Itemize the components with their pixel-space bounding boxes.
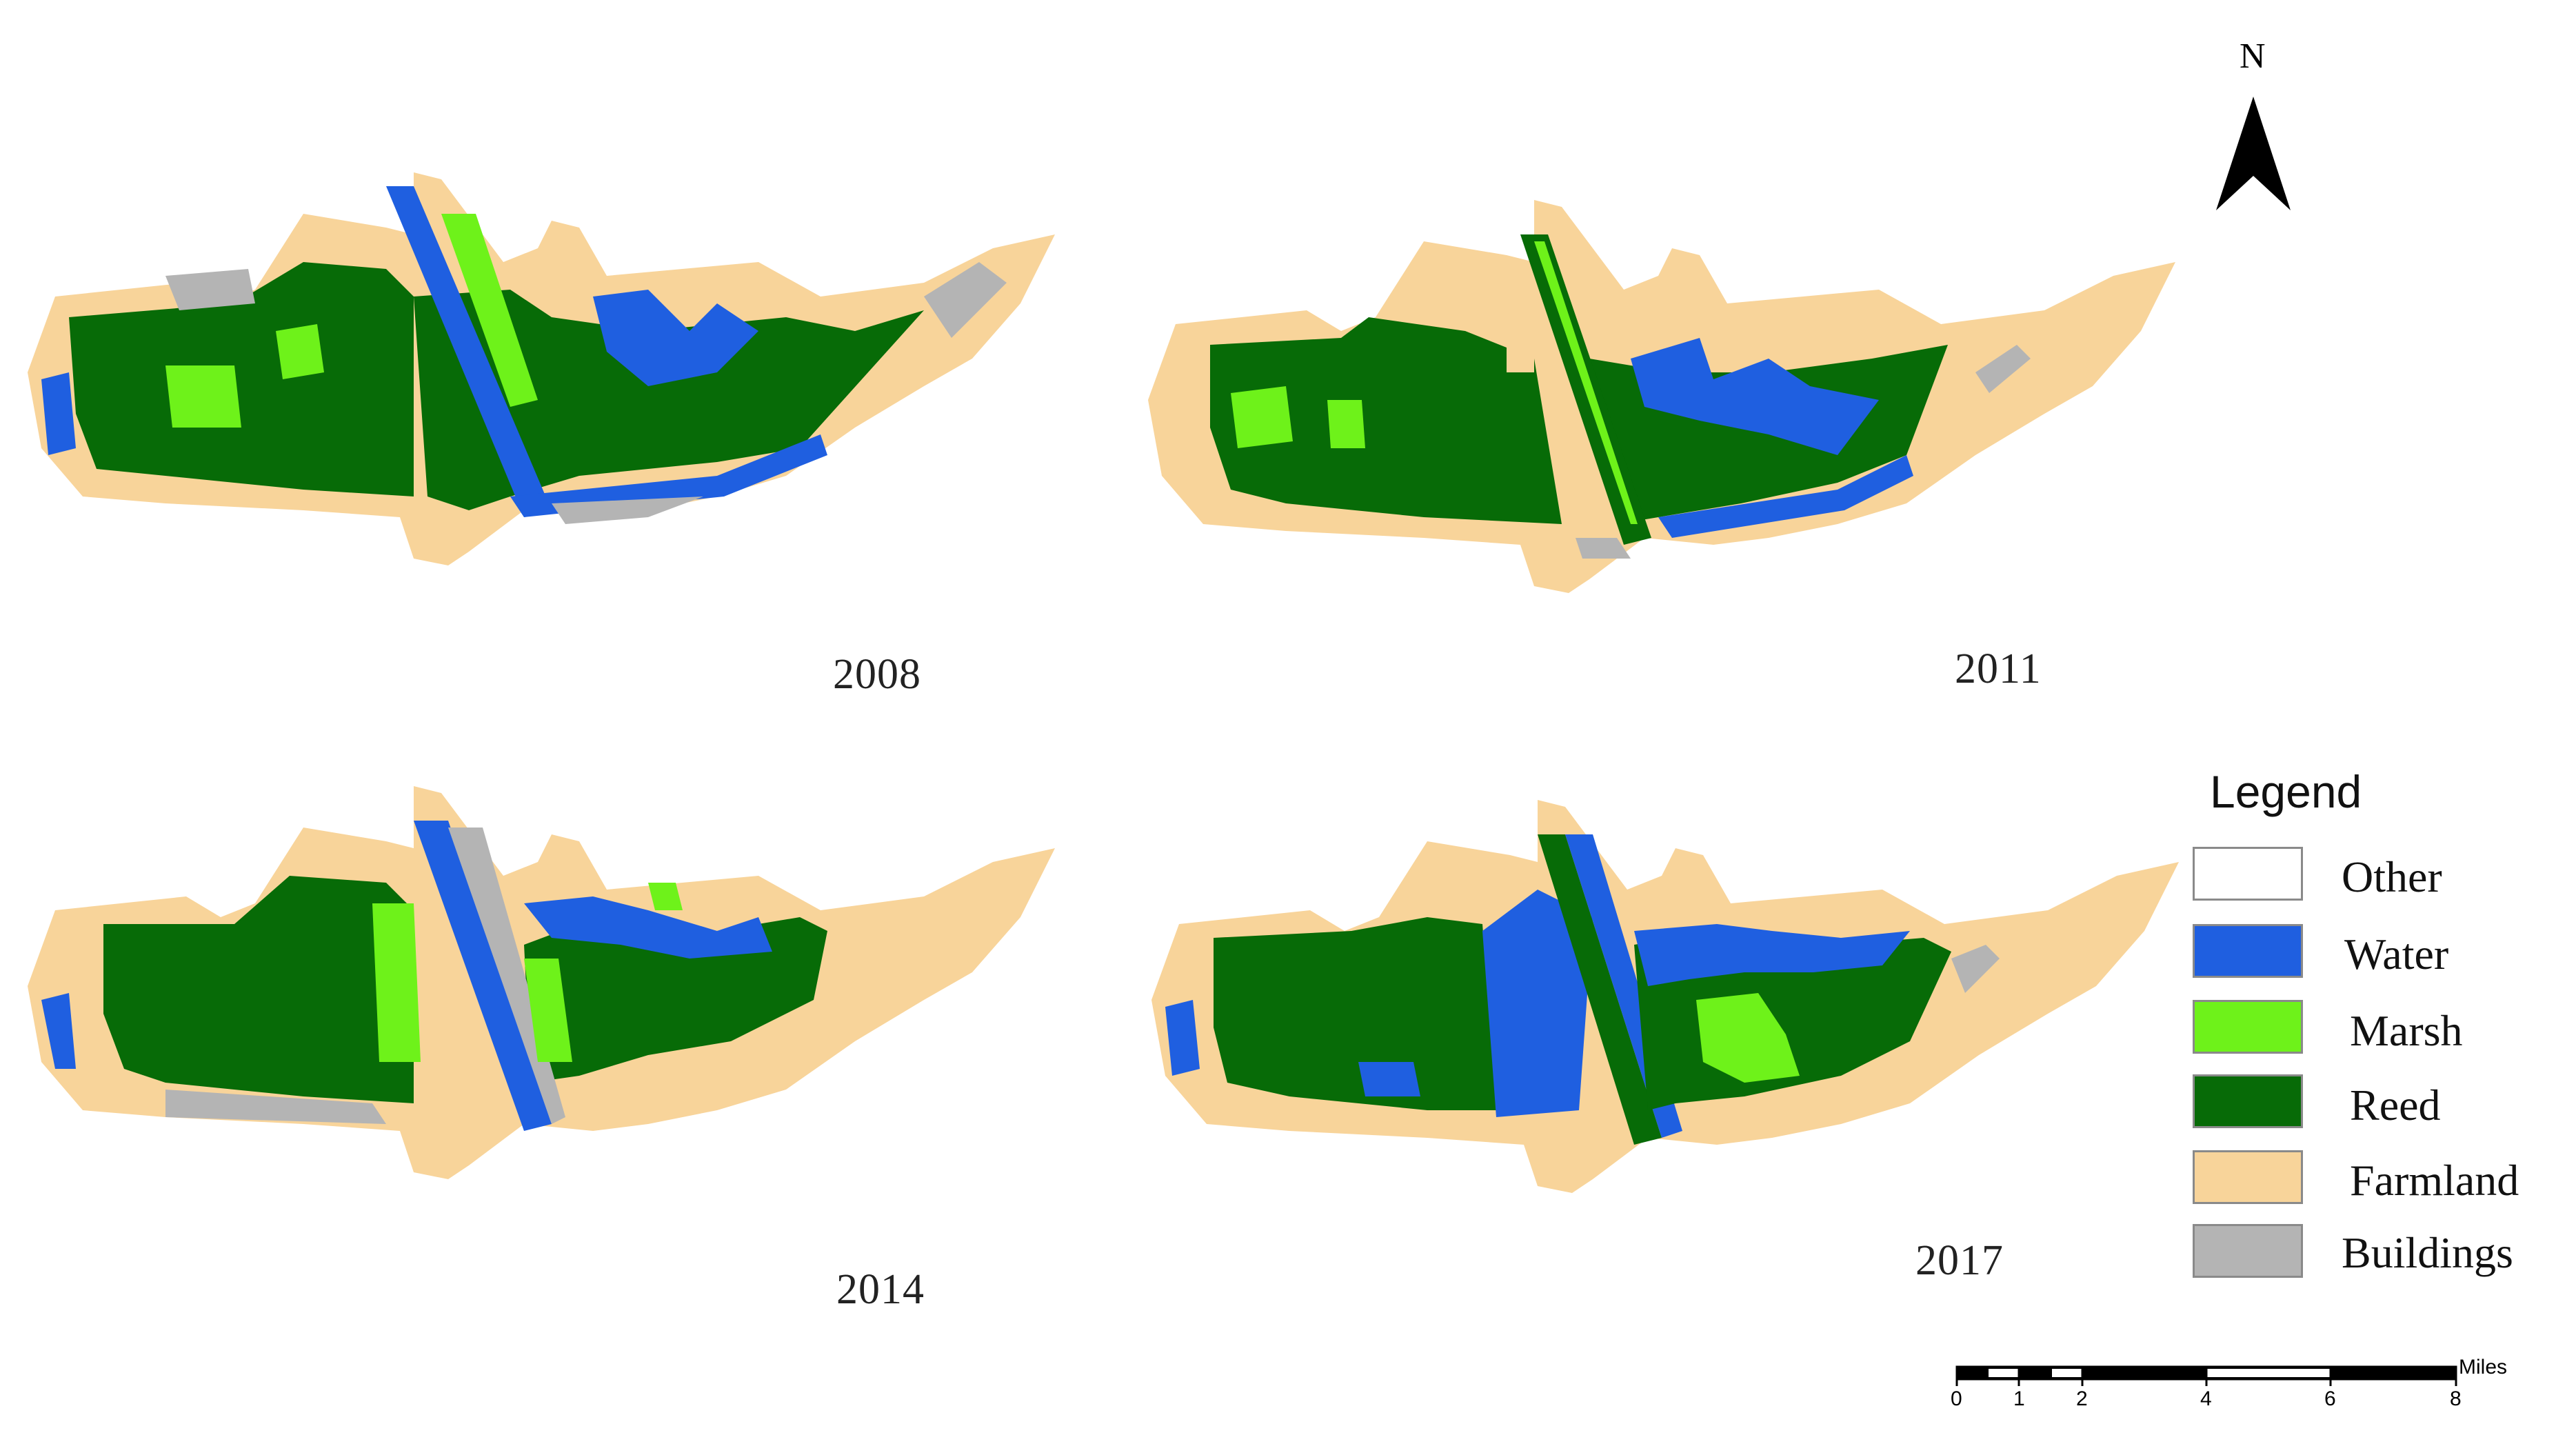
legend-label-farmland: Farmland: [2350, 1156, 2519, 1205]
scale-tick-6: 6: [2324, 1387, 2336, 1410]
legend-label-buildings: Buildings: [2342, 1228, 2513, 1277]
year-label-2014: 2014: [836, 1266, 925, 1313]
north-label: N: [2240, 37, 2266, 76]
scale-tick-1: 1: [2013, 1387, 2025, 1410]
legend-swatch-other: [2193, 847, 2303, 901]
legend-title: Legend: [2210, 766, 2362, 817]
legend-label-marsh: Marsh: [2350, 1006, 2463, 1055]
legend-label-reed: Reed: [2350, 1081, 2441, 1130]
scale-bar: [1955, 1365, 2457, 1386]
legend-swatch-water: [2193, 924, 2303, 978]
scale-tick-4: 4: [2200, 1387, 2212, 1410]
year-label-2017: 2017: [1915, 1237, 2004, 1284]
scale-tick-8: 8: [2450, 1387, 2462, 1410]
legend-label-other: Other: [2342, 852, 2442, 901]
map-panel-2014: [28, 786, 1055, 1179]
legend-swatch-buildings: [2193, 1224, 2303, 1278]
map-panel-2011: [1148, 200, 2175, 593]
year-label-2011: 2011: [1955, 645, 2042, 692]
legend-swatch-marsh: [2193, 1000, 2303, 1054]
legend-swatch-farmland: [2193, 1150, 2303, 1204]
year-label-2008: 2008: [833, 651, 921, 698]
scale-tick-2: 2: [2076, 1387, 2088, 1410]
legend-swatch-reed: [2193, 1074, 2303, 1128]
scale-tick-0: 0: [1951, 1387, 1962, 1410]
scale-unit-label: Miles: [2459, 1356, 2508, 1378]
map-panel-2017: [1151, 800, 2179, 1193]
legend-label-water: Water: [2344, 930, 2449, 979]
north-arrow-icon: [2216, 97, 2291, 210]
map-panel-2008: [28, 172, 1055, 565]
